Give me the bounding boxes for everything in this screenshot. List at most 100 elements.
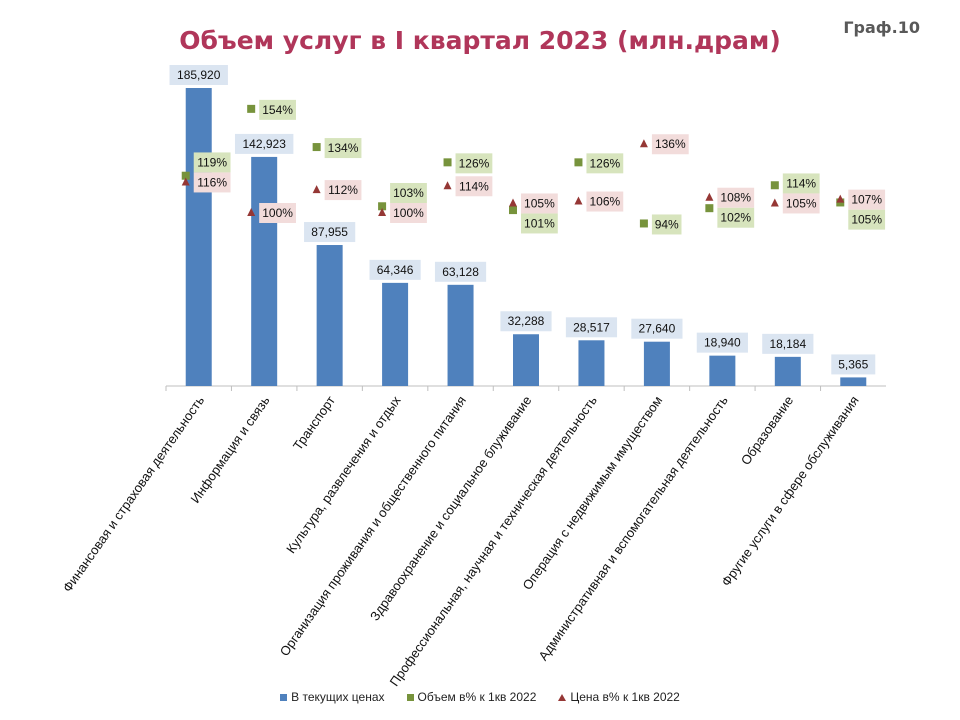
legend-triangle-swatch (558, 693, 567, 701)
volume-point (312, 143, 321, 152)
legend-bar-swatch (280, 693, 288, 701)
price-point (443, 181, 452, 190)
price-point (705, 192, 714, 201)
bar-value-label: 18,940 (704, 336, 741, 350)
category-label: Финансовая и страховая деятельность (60, 393, 208, 595)
bar (251, 156, 278, 386)
volume-point (639, 219, 648, 228)
price-point (247, 208, 256, 216)
price-point (312, 185, 321, 194)
bar (185, 88, 212, 386)
bar (513, 334, 539, 386)
bar (447, 284, 474, 386)
legend-label: Объем в% к 1кв 2022 (417, 690, 537, 704)
bar-value-label-bg (234, 133, 294, 154)
bar (643, 341, 670, 386)
price-label: 105% (524, 196, 555, 210)
volume-label-bg (390, 183, 427, 203)
volume-label-bg (259, 99, 296, 120)
category-label: Культура, развлечения и отдых (283, 393, 404, 556)
volume-label: 126% (459, 156, 490, 170)
bar (840, 377, 867, 386)
bar (774, 356, 801, 386)
price-point (181, 177, 190, 186)
volume-point (378, 202, 387, 211)
price-label: 112% (328, 183, 358, 197)
volume-label-bg (848, 209, 886, 230)
price-point (836, 194, 845, 203)
volume-label-bg (586, 153, 624, 174)
volume-label: 114% (786, 176, 816, 190)
bar (316, 245, 343, 386)
volume-point (509, 206, 517, 215)
volume-label: 119% (197, 155, 227, 169)
price-point (770, 198, 779, 207)
volume-label-bg (651, 214, 682, 235)
price-label-bg (586, 191, 624, 212)
legend-label: Цена в% к 1кв 2022 (570, 690, 680, 704)
volume-point (705, 204, 714, 213)
volume-label: 154% (262, 103, 293, 117)
volume-label: 134% (328, 141, 359, 155)
volume-point (574, 158, 583, 167)
price-point (639, 139, 648, 148)
volume-point (443, 158, 452, 167)
chart-title: Объем услуг в I квартал 2023 (млн.драм) (179, 26, 781, 55)
legend-item-volume: Объем в% к 1кв 2022 (406, 690, 537, 704)
price-point (378, 208, 387, 216)
price-label-bg (717, 187, 755, 208)
price-label-bg (782, 193, 820, 214)
price-label: 136% (655, 137, 686, 151)
bar-value-label-bg (500, 311, 552, 332)
price-label: 116% (197, 175, 227, 189)
bar-value-label-bg (434, 261, 487, 282)
price-label-bg (455, 176, 493, 197)
price-label-bg (324, 180, 362, 201)
legend: В текущих ценах Объем в% к 1кв 2022 Цена… (0, 690, 960, 704)
volume-label: 94% (655, 217, 679, 231)
bar-value-label-bg (831, 354, 876, 375)
legend-item-price: Цена в% к 1кв 2022 (558, 690, 680, 704)
price-label-bg (193, 172, 231, 193)
price-label-bg (651, 134, 689, 155)
price-label: 114% (459, 179, 489, 193)
volume-label-bg (455, 153, 493, 174)
bar (578, 340, 605, 386)
bar-value-label-bg (762, 333, 814, 354)
bar-value-label: 87,955 (311, 225, 348, 239)
legend-item-bar: В текущих ценах (280, 690, 385, 704)
bar-value-label: 27,640 (639, 322, 676, 336)
price-label: 106% (590, 195, 621, 209)
price-label: 107% (851, 193, 882, 207)
bar-value-label-bg (565, 317, 618, 338)
price-label-bg (521, 193, 558, 214)
volume-label-bg (717, 207, 755, 228)
bar-value-label: 64,346 (377, 263, 414, 277)
volume-point (247, 104, 256, 113)
category-label: Фругие услуги в сфере обслуживания (718, 393, 861, 589)
bar-value-label: 18,184 (769, 337, 806, 351)
volume-label: 103% (393, 186, 424, 200)
bar (382, 282, 409, 386)
price-label: 100% (393, 206, 424, 220)
bar-value-label: 63,128 (442, 265, 479, 279)
price-label: 100% (262, 206, 293, 220)
bar-value-label-bg (369, 259, 421, 280)
volume-point (181, 171, 190, 180)
category-label: Операция с недвижимым имуществом (519, 393, 665, 593)
volume-label: 102% (720, 211, 751, 225)
price-label: 108% (720, 191, 751, 205)
legend-square-swatch (406, 693, 414, 701)
legend-label: В текущих ценах (291, 690, 385, 704)
bar-value-label-bg (304, 222, 356, 243)
price-label-bg (848, 189, 886, 210)
bar-value-label-bg (631, 318, 683, 339)
volume-label-bg (193, 152, 231, 173)
category-label: Транспорт (290, 393, 338, 453)
price-point (574, 196, 583, 205)
bar-value-label-bg (696, 332, 748, 353)
volume-label-bg (521, 213, 558, 234)
volume-label: 126% (590, 156, 621, 170)
volume-label: 101% (524, 216, 555, 230)
volume-point (770, 181, 779, 190)
